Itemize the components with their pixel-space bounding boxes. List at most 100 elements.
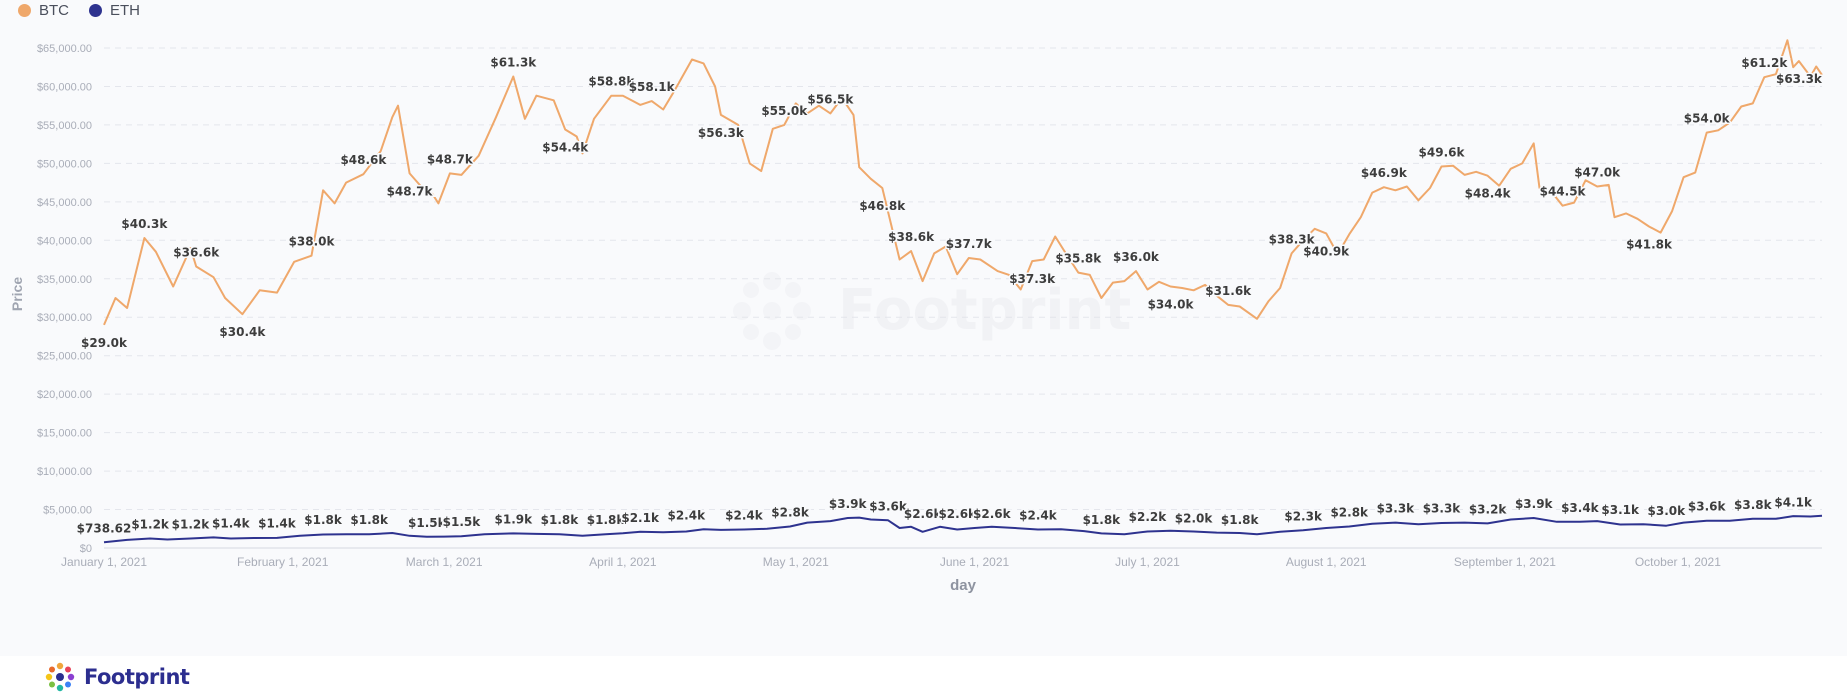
data-label-eth: $1.4k [212, 516, 251, 530]
data-label-btc: $58.1k [629, 80, 676, 94]
data-label-eth: $2.4k [725, 509, 764, 523]
data-label-btc: $38.0k [289, 235, 336, 249]
y-tick-label: $40,000.00 [37, 235, 92, 247]
data-label-btc: $31.6k [1205, 284, 1252, 298]
data-label-btc: $38.6k [888, 230, 935, 244]
data-label-eth: $3.3k [1377, 502, 1416, 516]
data-label-eth: $2.1k [621, 511, 660, 525]
data-label-eth: $2.0k [1175, 512, 1214, 526]
chart-area: BTC ETH Footprint $0 $5,000.00 $10,000.00 $… [9, 0, 1824, 594]
data-label-btc: $34.0k [1148, 297, 1195, 311]
data-label-eth: $1.8k [1083, 513, 1122, 527]
data-label-btc: $36.0k [1113, 250, 1160, 264]
data-label-eth: $3.9k [1515, 497, 1554, 511]
data-label-eth: $1.8k [304, 513, 343, 527]
data-label-btc: $30.4k [219, 325, 266, 339]
data-label-eth: $3.6k [869, 499, 908, 513]
data-label-btc: $54.4k [542, 141, 589, 155]
data-label-eth: $1.5k [443, 515, 482, 529]
x-tick-label: January 1, 2021 [61, 555, 147, 569]
data-label-eth: $2.4k [667, 509, 706, 523]
y-tick-label: $35,000.00 [37, 274, 92, 286]
data-label-eth: $2.4k [1019, 509, 1058, 523]
data-label-btc: $41.8k [1626, 237, 1673, 251]
x-tick-label: June 1, 2021 [940, 555, 1010, 569]
watermark-text: Footprint [838, 278, 1131, 343]
data-label-eth: $2.8k [1330, 505, 1369, 519]
data-label-eth: $3.8k [1734, 498, 1773, 512]
data-label-eth: $1.8k [587, 513, 626, 527]
legend-eth-swatch [89, 3, 102, 17]
footprint-watermark-icon [733, 272, 811, 350]
data-label-eth: $738.62 [77, 521, 132, 535]
x-tick-label: October 1, 2021 [1635, 555, 1721, 569]
data-label-eth: $3.6k [1688, 499, 1727, 513]
x-axis-ticks: January 1, 2021 February 1, 2021 March 1, … [61, 555, 1721, 569]
data-label-eth: $1.9k [495, 512, 534, 526]
y-axis-title: Price [9, 277, 25, 311]
data-label-eth: $2.6k [938, 507, 977, 521]
x-tick-label: February 1, 2021 [237, 555, 329, 569]
data-label-btc: $54.0k [1684, 112, 1731, 126]
data-labels: $29.0k $40.3k $36.6k $30.4k $38.0k $48.6k $48.… [75, 54, 1824, 537]
legend-item-eth[interactable]: ETH [89, 2, 140, 19]
x-tick-label: March 1, 2021 [406, 555, 483, 569]
footer-logo[interactable]: Footprint [40, 662, 190, 692]
data-label-btc: $63.3k [1776, 72, 1823, 86]
price-chart: Footprint $0 $5,000.00 $10,000.00 $15,000.0… [9, 39, 1824, 594]
data-label-btc: $48.6k [340, 153, 387, 167]
watermark: Footprint [733, 272, 1131, 350]
data-label-eth: $2.3k [1284, 509, 1323, 523]
y-tick-label: $50,000.00 [37, 158, 92, 170]
data-label-eth: $3.9k [829, 497, 868, 511]
data-label-btc: $58.8k [588, 75, 635, 89]
data-label-btc: $40.9k [1303, 244, 1350, 258]
y-tick-label: $30,000.00 [37, 312, 92, 324]
data-label-btc: $56.5k [807, 92, 854, 106]
data-label-btc: $56.3k [698, 126, 745, 140]
data-label-btc: $55.0k [761, 104, 808, 118]
data-label-btc: $48.7k [427, 152, 474, 166]
data-label-btc: $61.2k [1741, 56, 1788, 70]
y-tick-label: $15,000.00 [37, 428, 92, 440]
data-label-btc: $48.4k [1465, 187, 1512, 201]
data-label-eth: $3.1k [1601, 503, 1640, 517]
data-label-btc: $37.7k [946, 237, 993, 251]
y-tick-label: $20,000.00 [37, 389, 92, 401]
data-label-btc: $46.9k [1361, 166, 1408, 180]
x-axis-title: day [950, 577, 977, 594]
legend-btc-swatch [18, 3, 31, 17]
footer-brand-text: Footprint [84, 665, 190, 689]
footprint-logo-icon [45, 662, 75, 692]
data-label-btc: $44.5k [1540, 185, 1587, 199]
data-label-eth: $1.4k [258, 516, 297, 530]
footer: Footprint [0, 656, 1847, 696]
data-label-btc: $49.6k [1419, 145, 1466, 159]
data-label-btc: $36.6k [173, 245, 220, 259]
data-label-eth: $3.0k [1648, 504, 1687, 518]
data-label-eth: $3.3k [1423, 502, 1462, 516]
y-tick-label: $45,000.00 [37, 197, 92, 209]
y-axis-ticks: $0 $5,000.00 $10,000.00 $15,000.00 $20,000.0… [37, 43, 92, 555]
legend-item-btc[interactable]: BTC [18, 2, 69, 19]
x-tick-label: May 1, 2021 [763, 555, 829, 569]
data-label-btc: $46.8k [859, 199, 906, 213]
data-label-btc: $48.7k [387, 184, 434, 198]
y-tick-label: $55,000.00 [37, 120, 92, 132]
data-label-eth: $1.8k [1221, 513, 1260, 527]
x-tick-label: July 1, 2021 [1115, 555, 1180, 569]
data-label-eth: $2.2k [1129, 510, 1168, 524]
y-tick-label: $0 [80, 543, 92, 555]
data-label-eth: $3.2k [1469, 502, 1508, 516]
x-tick-label: September 1, 2021 [1454, 555, 1556, 569]
legend-btc-label: BTC [39, 1, 69, 19]
chart-legend: BTC ETH [18, 0, 140, 20]
series-line-btc [103, 39, 1823, 326]
y-tick-label: $25,000.00 [37, 351, 92, 363]
data-label-btc: $35.8k [1055, 252, 1102, 266]
data-label-eth: $1.8k [350, 513, 389, 527]
data-label-eth: $2.6k [904, 507, 943, 521]
data-label-btc: $47.0k [1574, 165, 1621, 179]
data-label-btc: $40.3k [121, 217, 168, 231]
x-tick-label: August 1, 2021 [1286, 555, 1367, 569]
